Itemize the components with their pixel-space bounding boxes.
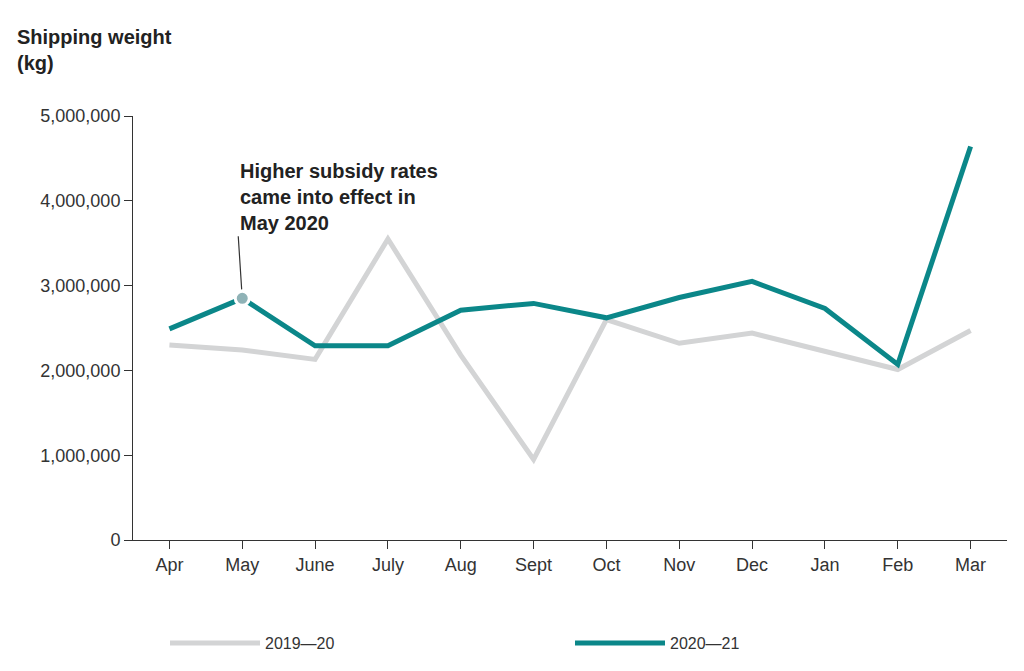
- svg-text:Dec: Dec: [736, 555, 768, 575]
- svg-text:Jan: Jan: [810, 555, 839, 575]
- svg-text:Apr: Apr: [155, 555, 183, 575]
- svg-text:5,000,000: 5,000,000: [40, 106, 120, 126]
- svg-text:4,000,000: 4,000,000: [40, 191, 120, 211]
- svg-text:Sept: Sept: [515, 555, 552, 575]
- svg-text:May: May: [225, 555, 259, 575]
- svg-text:Oct: Oct: [592, 555, 620, 575]
- svg-text:0: 0: [110, 530, 120, 550]
- svg-text:Feb: Feb: [882, 555, 913, 575]
- svg-text:June: June: [296, 555, 335, 575]
- svg-text:3,000,000: 3,000,000: [40, 276, 120, 296]
- svg-text:July: July: [372, 555, 404, 575]
- svg-text:Aug: Aug: [445, 555, 477, 575]
- svg-text:2,000,000: 2,000,000: [40, 361, 120, 381]
- svg-text:2019—20: 2019—20: [265, 635, 334, 652]
- svg-text:Nov: Nov: [663, 555, 695, 575]
- svg-text:2020—21: 2020—21: [670, 635, 739, 652]
- svg-text:Shipping weight(kg): Shipping weight(kg): [17, 26, 172, 74]
- svg-text:Mar: Mar: [955, 555, 986, 575]
- svg-text:1,000,000: 1,000,000: [40, 446, 120, 466]
- svg-text:Higher subsidy ratescame into: Higher subsidy ratescame into effect inM…: [240, 160, 438, 234]
